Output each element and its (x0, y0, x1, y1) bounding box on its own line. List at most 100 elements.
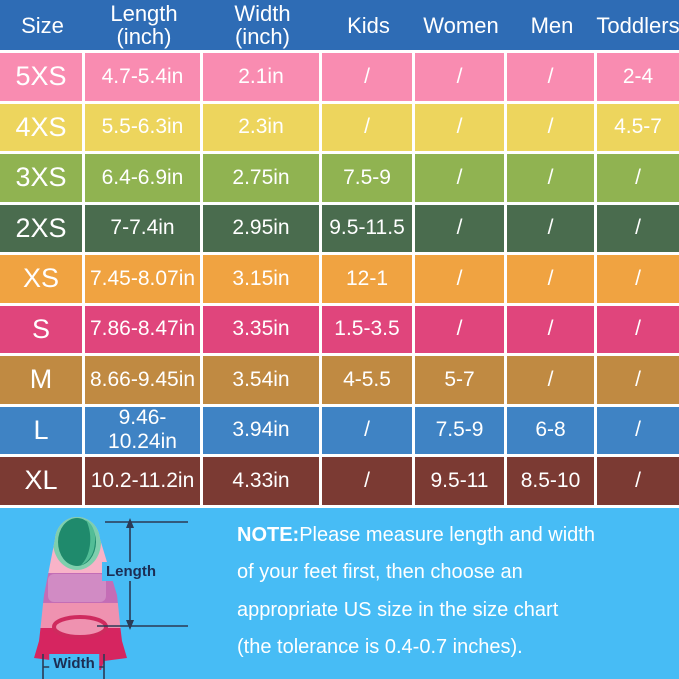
cell-toddlers: 4.5-7 (614, 115, 662, 139)
column-header-sub: (inch) (234, 24, 290, 49)
fin-mid-patch (48, 573, 106, 602)
table-header-row: Size Length (inch) Width (inch) Kids Wom… (0, 0, 679, 50)
cell-length: 8.66-9.45in (85, 356, 203, 404)
cell-toddlers: / (635, 367, 641, 391)
fin-tip-highlight (81, 519, 96, 565)
note-text: NOTE:Please measure length and width of … (237, 517, 657, 667)
cell-kids: 7.5-9 (322, 154, 415, 202)
column-header-width: Width (inch) (203, 0, 322, 50)
table-row-5xs: 5XS 4.7-5.4in 2.1in / / / 2-4 (0, 50, 679, 101)
cell-women: / (415, 255, 507, 303)
cell-length: 7.45-8.07in (85, 255, 203, 303)
cell-width: 3.94in (203, 406, 322, 454)
table-row-xs: XS 7.45-8.07in 3.15in 12-1 / / / (0, 252, 679, 303)
cell-size: 5XS (0, 53, 85, 101)
table-row-3xs: 3XS 6.4-6.9in 2.75in 7.5-9 / / / (0, 151, 679, 202)
table-row-2xs: 2XS 7-7.4in 2.95in 9.5-11.5 / / / (0, 201, 679, 252)
column-header-label: Women (423, 12, 499, 38)
cell-toddlers: / (635, 317, 641, 341)
column-header-length: Length (inch) (85, 0, 203, 50)
length-arrow-up (126, 517, 134, 528)
cell-length: 6.4-6.9in (85, 154, 203, 202)
cell-kids: / (322, 457, 415, 505)
cell-men: 8.5-10 (507, 457, 597, 505)
cell-width: 3.35in (203, 305, 322, 353)
cell-width: 2.95in (203, 204, 322, 252)
cell-length: 7-7.4in (85, 204, 203, 252)
cell-size: XL (0, 457, 85, 505)
cell-women: 7.5-9 (415, 406, 507, 454)
cell-men: / (507, 204, 597, 252)
column-header-label: Men (530, 12, 574, 38)
column-header-label: Kids (347, 12, 390, 38)
note-line-3: appropriate US size in the size chart (237, 598, 559, 621)
column-header-label: Length (110, 1, 178, 26)
cell-length: 7.86-8.47in (85, 305, 203, 353)
cell-women: 9.5-11 (415, 457, 507, 505)
column-header-label: Width (234, 1, 291, 26)
cell-toddlers: 2-4 (622, 64, 654, 88)
column-header-men: Men (507, 0, 597, 50)
cell-width: 3.54in (203, 356, 322, 404)
cell-width: 2.3in (203, 103, 322, 151)
cell-women: / (415, 154, 507, 202)
cell-men: / (507, 154, 597, 202)
cell-size: 4XS (0, 103, 85, 151)
cell-toddlers: / (635, 165, 641, 189)
cell-kids: / (322, 53, 415, 101)
cell-men: / (507, 305, 597, 353)
cell-toddlers: / (635, 216, 641, 240)
cell-men: / (507, 103, 597, 151)
note-section: Length Width NOTE:Please measure length … (0, 504, 679, 679)
column-header-label: Toddlers (596, 12, 679, 38)
column-header-sub: (inch) (116, 24, 172, 49)
cell-men: / (507, 255, 597, 303)
cell-size: L (0, 406, 85, 454)
cell-women: / (415, 305, 507, 353)
cell-kids: 4-5.5 (322, 356, 415, 404)
cell-men: / (507, 53, 597, 101)
note-label: NOTE: (237, 523, 300, 546)
cell-length: 4.7-5.4in (85, 53, 203, 101)
cell-size: XS (0, 255, 85, 303)
cell-kids: / (322, 103, 415, 151)
cell-kids: 9.5-11.5 (322, 204, 415, 252)
cell-women: / (415, 204, 507, 252)
swim-fin-illustration (34, 516, 188, 679)
length-label: Length (102, 561, 160, 581)
table-row-m: M 8.66-9.45in 3.54in 4-5.5 5-7 / / (0, 353, 679, 404)
cell-toddlers: / (635, 418, 641, 442)
cell-size: 2XS (0, 204, 85, 252)
cell-toddlers: / (635, 468, 641, 492)
cell-size: S (0, 305, 85, 353)
cell-toddlers: / (635, 266, 641, 290)
cell-length: 5.5-6.3in (85, 103, 203, 151)
cell-men: 6-8 (507, 406, 597, 454)
cell-length: 10.2-11.2in (85, 457, 203, 505)
table-row-l: L 9.46-10.24in 3.94in / 7.5-9 6-8 / (0, 403, 679, 454)
cell-size: M (0, 356, 85, 404)
column-header-toddlers: Toddlers (596, 0, 679, 50)
fin-foot-opening (52, 614, 108, 639)
cell-width: 4.33in (203, 457, 322, 505)
table-row-xl: XL 10.2-11.2in 4.33in / 9.5-11 8.5-10 / (0, 454, 679, 505)
column-header-women: Women (415, 0, 507, 50)
cell-width: 2.75in (203, 154, 322, 202)
column-header-size: Size (0, 0, 85, 50)
note-line-4: (the tolerance is 0.4-0.7 inches). (237, 636, 523, 658)
cell-length: 9.46-10.24in (85, 406, 203, 454)
table-row-4xs: 4XS 5.5-6.3in 2.3in / / / 4.5-7 (0, 100, 679, 151)
cell-width: 3.15in (203, 255, 322, 303)
note-line-1: NOTE:Please measure length and width (237, 523, 595, 546)
column-header-label: Size (21, 12, 64, 38)
width-label: Width (49, 653, 99, 673)
length-arrow-down (126, 619, 134, 630)
cell-kids: 1.5-3.5 (322, 305, 415, 353)
cell-kids: 12-1 (322, 255, 415, 303)
column-header-kids: Kids (322, 0, 415, 50)
cell-size: 3XS (0, 154, 85, 202)
cell-kids: / (322, 406, 415, 454)
cell-women: 5-7 (415, 356, 507, 404)
cell-women: / (415, 53, 507, 101)
